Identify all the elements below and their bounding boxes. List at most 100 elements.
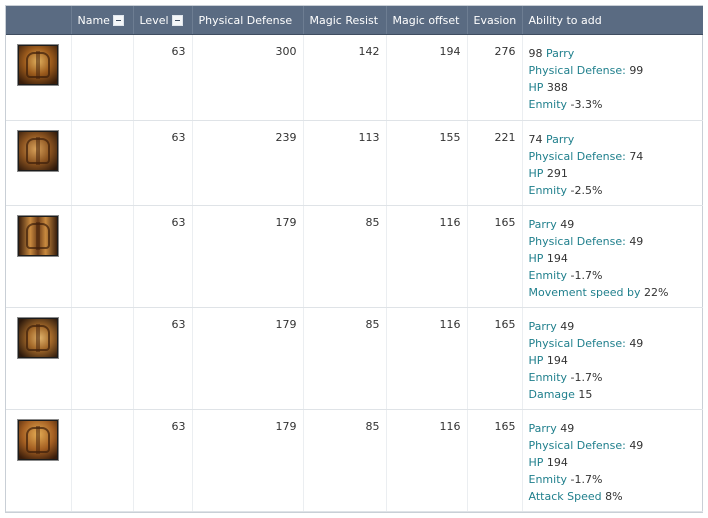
shoulder-armor-icon[interactable] [18,420,58,460]
icon-cell [6,120,72,206]
evasion-cell: 276 [467,34,523,121]
ability-stat: HP [528,252,544,265]
ability-value: 22% [643,286,669,299]
table-row: 63 300 142 194 276 98 Parry Physical Def… [6,34,703,121]
magic-resist-cell: 142 [303,34,387,121]
ability-stat: Enmity [528,473,568,486]
ability-cell: 74 Parry Physical Defense: 74 HP 291 Enm… [522,120,703,206]
boots-armor-icon[interactable] [18,216,58,256]
magic-offset-cell: 155 [386,120,468,206]
ability-stat: Physical Defense: [528,235,626,248]
magic-resist-cell: 85 [303,205,387,308]
ability-line: Parry 49 [529,420,698,437]
ability-value: 388 [546,81,568,94]
ability-line: Physical Defense: 49 [529,335,698,352]
icon-cell [6,205,72,308]
column-header-name-label: Name [77,13,110,27]
collapse-icon[interactable] [171,14,183,26]
name-cell [71,120,134,206]
magic-offset-cell: 116 [386,307,468,410]
name-cell [71,34,134,121]
column-header-physical-defense: Physical Defense [192,6,304,35]
item-table: Name Level Physical Defense Magic Resist… [6,6,703,512]
ability-stat: Physical Defense: [528,337,626,350]
table-row: 63 179 85 116 165 Parry 49 Physical Defe… [6,307,703,410]
ability-stat: Parry [528,422,557,435]
ability-line: HP 194 [529,454,698,471]
name-cell [71,409,134,512]
ability-value: -1.7% [570,473,603,486]
name-cell [71,307,134,410]
gauntlet-armor-icon[interactable] [18,318,58,358]
ability-value: 291 [546,167,568,180]
ability-line: Damage 15 [529,386,698,403]
ability-value: -1.7% [570,269,603,282]
ability-line: Enmity -1.7% [529,267,698,284]
ability-line: HP 194 [529,352,698,369]
column-header-ability: Ability to add [522,6,703,35]
table-row: 63 179 85 116 165 Parry 49 Physical Defe… [6,205,703,308]
ability-line: Physical Defense: 49 [529,437,698,454]
evasion-cell: 221 [467,120,523,206]
table-row: 63 239 113 155 221 74 Parry Physical Def… [6,120,703,206]
ability-value: 8% [605,490,623,503]
ability-value: -2.5% [570,184,603,197]
column-header-level[interactable]: Level [133,6,193,35]
ability-stat: HP [528,81,544,94]
gloves-armor-icon[interactable] [18,131,58,171]
ability-stat: Damage [528,388,575,401]
table-header-row: Name Level Physical Defense Magic Resist… [6,6,703,35]
ability-line: Enmity -2.5% [529,182,698,199]
ability-value: 98 [528,47,543,60]
ability-stat: Parry [546,133,575,146]
name-cell [71,205,134,308]
ability-line: Enmity -3.3% [529,96,698,113]
physical-defense-cell: 179 [192,205,304,308]
ability-stat: Physical Defense: [528,150,626,163]
ability-value: 194 [546,252,568,265]
level-cell: 63 [133,409,193,512]
ability-line: Physical Defense: 74 [529,148,698,165]
magic-resist-cell: 113 [303,120,387,206]
magic-offset-cell: 116 [386,205,468,308]
magic-resist-cell: 85 [303,409,387,512]
physical-defense-cell: 179 [192,409,304,512]
ability-line: Parry 49 [529,318,698,335]
ability-stat: HP [528,456,544,469]
ability-line: HP 194 [529,250,698,267]
evasion-cell: 165 [467,307,523,410]
ability-line: Parry 49 [529,216,698,233]
column-header-magic-resist: Magic Resist [303,6,387,35]
ability-line: Physical Defense: 49 [529,233,698,250]
ability-cell: Parry 49 Physical Defense: 49 HP 194 Enm… [522,307,703,410]
ability-line: Enmity -1.7% [529,471,698,488]
ability-line: HP 291 [529,165,698,182]
ability-value: 49 [629,337,644,350]
column-header-name[interactable]: Name [71,6,134,35]
ability-value: 74 [629,150,644,163]
icon-cell [6,409,72,512]
level-cell: 63 [133,205,193,308]
ability-value: 49 [629,439,644,452]
ability-line: 98 Parry [529,45,698,62]
ability-value: -3.3% [570,98,603,111]
chest-armor-icon[interactable] [18,45,58,85]
column-header-icon [6,6,72,35]
ability-stat: Parry [528,320,557,333]
ability-cell: Parry 49 Physical Defense: 49 HP 194 Enm… [522,409,703,512]
collapse-icon[interactable] [112,14,124,26]
ability-stat: Enmity [528,98,568,111]
ability-cell: Parry 49 Physical Defense: 49 HP 194 Enm… [522,205,703,308]
ability-stat: Enmity [528,184,568,197]
ability-value: 99 [629,64,644,77]
ability-value: 49 [560,422,575,435]
item-table-frame: Name Level Physical Defense Magic Resist… [5,5,703,513]
column-header-magic-offset: Magic offset [386,6,468,35]
ability-value: 74 [528,133,543,146]
ability-stat: Movement speed by [528,286,641,299]
ability-value: 49 [629,235,644,248]
column-header-level-label: Level [139,13,169,27]
evasion-cell: 165 [467,205,523,308]
physical-defense-cell: 300 [192,34,304,121]
ability-value: -1.7% [570,371,603,384]
